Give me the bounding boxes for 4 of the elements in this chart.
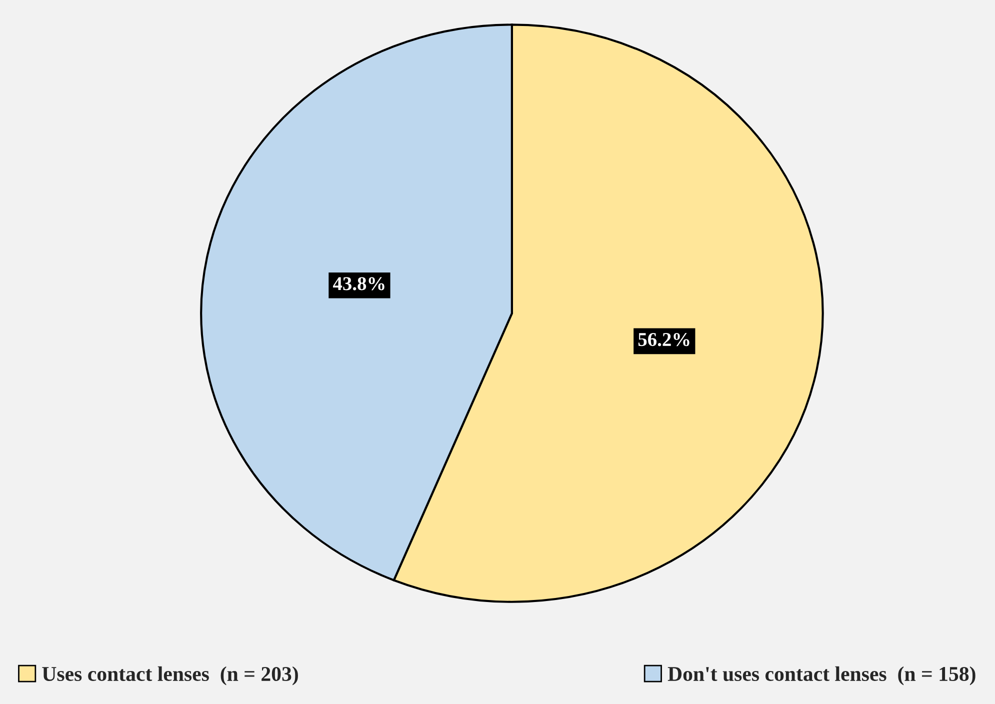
data-label: 43.8% <box>332 277 384 290</box>
legend-label: Don't uses contact lenses (n = 158) <box>668 666 976 686</box>
legend-label: Uses contact lenses (n = 203) <box>42 666 298 686</box>
data-label: 56.2% <box>638 332 690 346</box>
